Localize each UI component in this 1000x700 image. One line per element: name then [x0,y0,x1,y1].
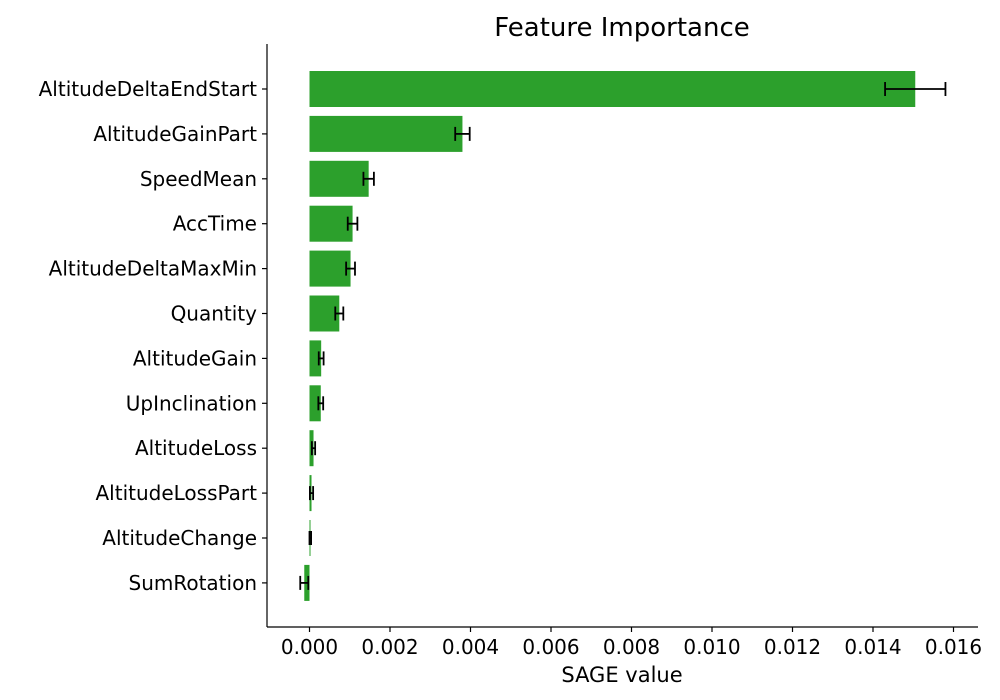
y-tick-label: SpeedMean [140,167,257,191]
y-tick-label: AltitudeLossPart [95,481,257,505]
error-bar-10 [308,531,313,545]
x-tick-label: 0.016 [925,635,982,659]
bar-1 [309,115,463,152]
y-tick-label: AltitudeChange [102,526,257,550]
bar-6 [309,340,322,377]
x-tick-label: 0.012 [764,635,821,659]
error-bar-0 [884,82,947,96]
x-tick-label: 0.006 [522,635,579,659]
bar-4 [309,250,351,287]
y-tick-label: AltitudeGainPart [93,122,257,146]
y-tick-label: SumRotation [129,571,258,595]
error-bar-8 [311,441,317,456]
error-bar-3 [346,216,359,231]
y-tick-label: AltitudeGain [133,346,257,370]
bar-7 [309,385,321,422]
x-tick-label: 0.010 [683,635,740,659]
y-tick-label: AltitudeDeltaMaxMin [49,257,257,281]
error-bar-11 [299,575,310,590]
error-bars-layer [299,82,947,590]
error-bar-1 [454,126,471,141]
y-tick-label: Quantity [171,302,258,326]
error-bar-2 [362,171,375,186]
error-bar-7 [317,396,325,411]
y-tick-label: AltitudeDeltaEndStart [39,77,258,101]
y-tick-label: AccTime [173,212,257,236]
x-tick-label: 0.008 [603,635,660,659]
y-ticks-layer: AltitudeDeltaEndStart AltitudeGainPart Spe… [39,77,267,595]
x-tick-label: 0.000 [281,635,338,659]
chart-title: Feature Importance [494,13,750,43]
error-bar-9 [309,486,315,501]
x-tick-label: 0.004 [442,635,499,659]
bar-0 [309,71,916,107]
bar-5 [309,295,340,332]
error-bar-5 [334,306,345,321]
x-axis-label: SAGE value [561,663,682,687]
x-ticks-layer: 0.000 0.002 0.004 0.006 0.008 0.010 0.012 0.014… [281,627,982,659]
bar-2 [309,160,369,197]
error-bar-6 [317,351,325,366]
error-bar-4 [345,261,356,276]
y-tick-label: UpInclination [126,391,257,415]
x-tick-label: 0.014 [844,635,901,659]
bar-3 [309,205,353,242]
y-tick-label: AltitudeLoss [135,436,257,460]
x-tick-label: 0.002 [361,635,418,659]
bars-layer [304,71,916,601]
